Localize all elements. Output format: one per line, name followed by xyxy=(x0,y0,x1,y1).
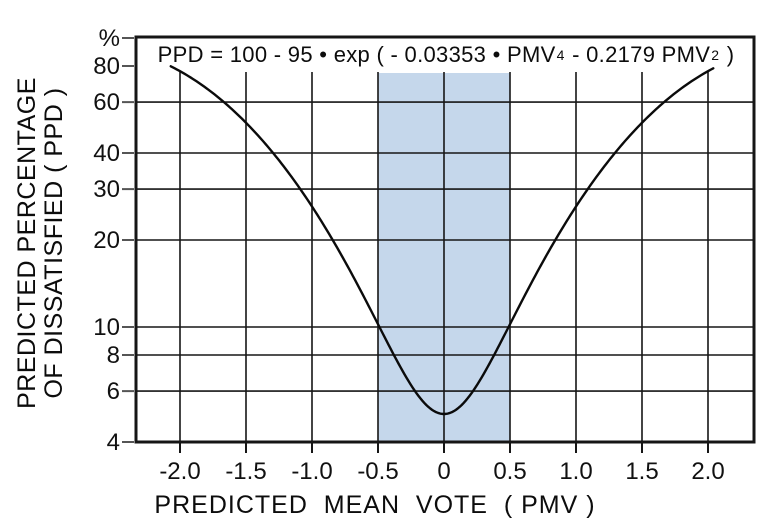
y-tick-label: 40 xyxy=(93,140,120,167)
y-tick-label: 60 xyxy=(93,89,120,116)
x-tick-label: 1.0 xyxy=(559,458,592,485)
x-tick-label: 2.0 xyxy=(691,458,724,485)
x-tick-label: -1.5 xyxy=(225,458,266,485)
y-tick-label: 80 xyxy=(93,53,120,80)
y-tick-label: 20 xyxy=(93,227,120,254)
x-tick-label: -0.5 xyxy=(357,458,398,485)
y-axis-title-line2: OF DISSATISFIED ( PPD ) xyxy=(40,87,68,399)
x-tick-label: 0 xyxy=(437,458,450,485)
x-tick-label: -2.0 xyxy=(159,458,200,485)
y-tick-label: 4 xyxy=(107,429,120,456)
ppd-curve xyxy=(169,65,715,416)
y-unit-label: % xyxy=(99,25,120,52)
formula-label: PPD = 100 - 95 • exp ( - 0.03353 • PMV 4 … xyxy=(157,42,735,67)
x-tick-label: 1.5 xyxy=(625,458,658,485)
formula-part: ) xyxy=(720,42,735,67)
y-tick-label: 8 xyxy=(107,342,120,369)
y-axis-title-line1: PREDICTED PERCENTAGE xyxy=(13,77,41,409)
plot-frame xyxy=(134,35,756,444)
y-axis-title: PREDICTED PERCENTAGE OF DISSATISFIED ( P… xyxy=(13,77,68,409)
x-tick-label: -1.0 xyxy=(291,458,332,485)
formula-part: PPD = 100 - 95 • exp ( - 0.03353 • PMV xyxy=(157,42,556,67)
y-tick-label: 10 xyxy=(93,314,120,341)
x-tick-label: 0.5 xyxy=(493,458,526,485)
y-tick-label: 30 xyxy=(93,176,120,203)
formula-part: - 0.2179 PMV xyxy=(565,42,711,67)
y-tick-label: 6 xyxy=(107,378,120,405)
x-axis-title: PREDICTED MEAN VOTE ( PMV ) xyxy=(154,491,596,519)
